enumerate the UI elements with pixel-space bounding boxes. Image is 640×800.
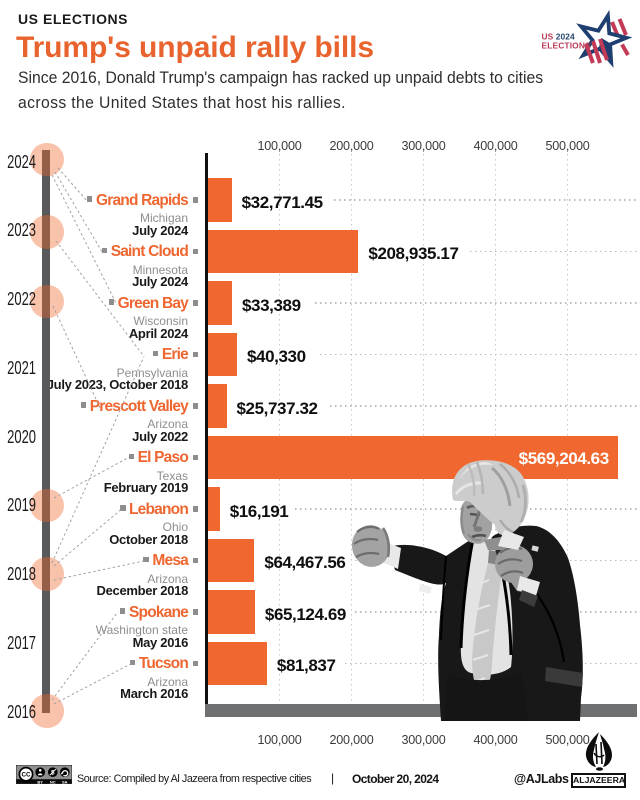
svg-text:SA: SA [62,780,68,785]
svg-text:$: $ [51,770,55,776]
svg-text:CC: CC [22,771,31,778]
svg-text:BY: BY [37,780,43,785]
svg-text:US 2024: US 2024 [542,31,576,41]
svg-text:ELECTIONS: ELECTIONS [542,40,592,50]
svg-text:NC: NC [50,780,56,785]
